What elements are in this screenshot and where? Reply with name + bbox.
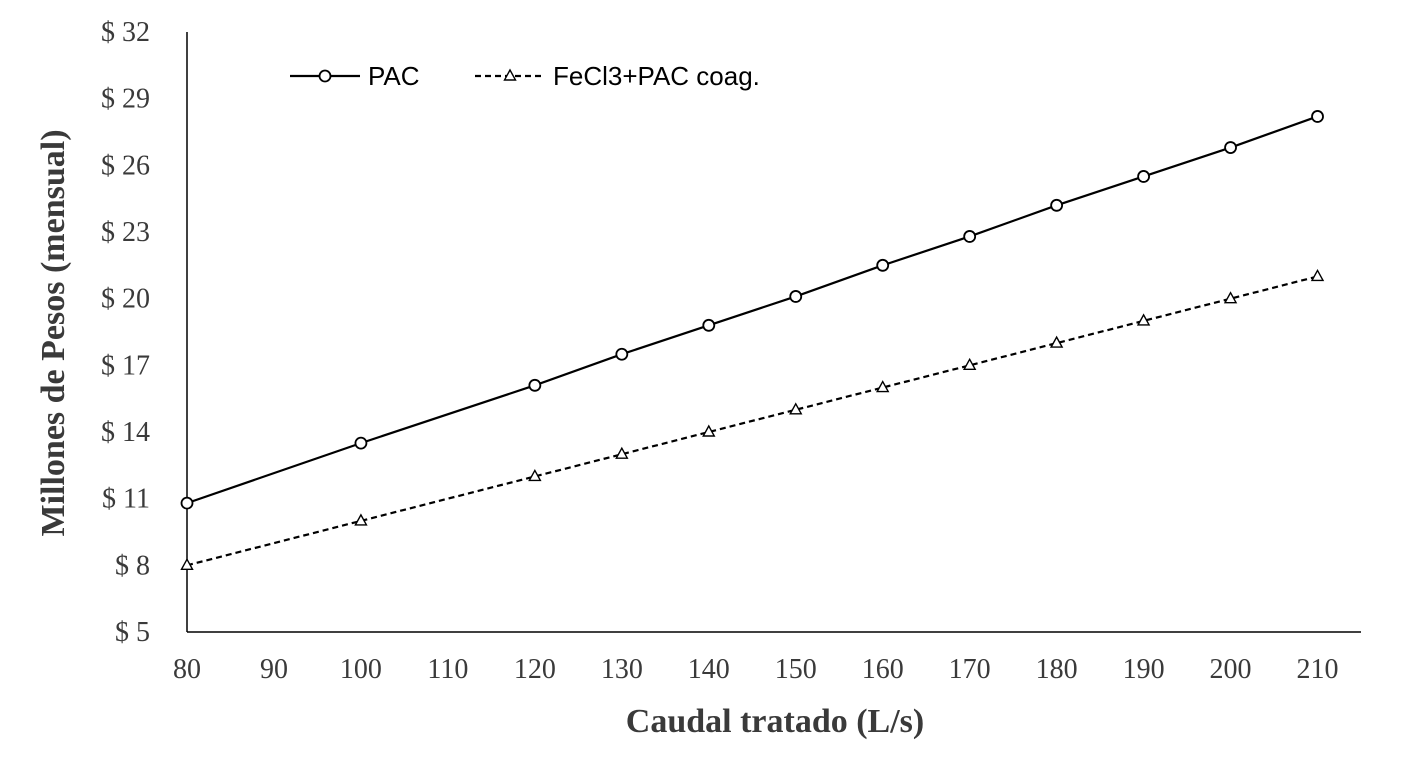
x-tick-label: 110	[427, 654, 468, 685]
x-tick-label: 200	[1210, 654, 1252, 685]
data-point	[615, 347, 629, 361]
data-point	[1049, 335, 1064, 348]
y-tick-label: $ 8	[115, 550, 150, 581]
data-point	[180, 557, 194, 571]
data-point	[962, 357, 977, 371]
legend-marker-pac	[318, 69, 332, 83]
axes	[186, 32, 1361, 633]
data-point	[354, 436, 368, 450]
y-tick-label: $ 5	[115, 617, 150, 648]
x-tick-label: 130	[601, 654, 643, 685]
y-tick-label: $ 29	[101, 84, 150, 115]
legend-item-fecl3: FeCl3+PAC coag.	[475, 61, 760, 91]
data-point	[789, 290, 803, 303]
x-tick-label: 80	[173, 654, 201, 685]
data-point	[702, 424, 716, 437]
y-axis-title: Millones de Pesos (mensual)	[35, 129, 72, 536]
y-tick-label: $ 26	[101, 150, 150, 181]
legend: PAC FeCl3+PAC coag.	[290, 61, 760, 91]
y-tick-label: $ 14	[101, 417, 150, 448]
x-tick-label: 100	[340, 654, 382, 685]
x-tick-label: 140	[688, 654, 730, 685]
y-tick-label: $ 23	[101, 217, 150, 248]
legend-item-pac: PAC	[290, 61, 420, 91]
x-axis-title: Caudal tratado (L/s)	[626, 703, 924, 740]
series-layer	[180, 110, 1325, 571]
x-tick-label: 210	[1297, 654, 1339, 685]
data-point	[1050, 198, 1064, 212]
data-point	[180, 496, 194, 510]
data-point	[1136, 313, 1151, 326]
x-tick-label: 180	[1036, 654, 1078, 685]
data-point	[876, 380, 890, 393]
x-tick-labels: 80 90 100 110 120 130 140 150 160 170 180 190 200 210	[173, 654, 1339, 685]
legend-label-fecl3: FeCl3+PAC coag.	[553, 61, 760, 91]
y-tick-label: $ 32	[101, 17, 150, 48]
data-point	[963, 230, 977, 243]
data-point	[789, 402, 803, 415]
x-tick-label: 90	[260, 654, 288, 685]
x-tick-label: 120	[514, 654, 556, 685]
x-tick-label: 170	[949, 654, 991, 685]
data-point	[528, 378, 542, 392]
series-line	[186, 275, 1318, 567]
data-point	[1311, 110, 1324, 123]
data-point	[1310, 268, 1325, 282]
data-point	[528, 468, 542, 482]
data-point	[615, 446, 629, 459]
data-point	[354, 513, 368, 526]
legend-label-pac: PAC	[368, 61, 420, 91]
series-1	[180, 268, 1325, 571]
x-tick-label: 190	[1123, 654, 1165, 685]
data-point	[1223, 291, 1238, 304]
x-tick-label: 150	[775, 654, 817, 685]
y-tick-label: $ 11	[102, 484, 150, 515]
data-point	[702, 318, 716, 332]
x-tick-label: 160	[862, 654, 904, 685]
y-tick-label: $ 17	[101, 350, 150, 381]
legend-marker-fecl3	[503, 68, 517, 81]
y-tick-label: $ 20	[101, 284, 150, 315]
series-0	[180, 110, 1324, 510]
y-tick-labels: $ 5 $ 8 $ 11 $ 14 $ 17 $ 20 $ 23 $ 26 $ 29 $ 32	[101, 17, 150, 648]
series-line	[186, 115, 1318, 505]
data-point	[1224, 141, 1237, 154]
data-point	[876, 258, 890, 272]
data-point	[1137, 170, 1150, 183]
